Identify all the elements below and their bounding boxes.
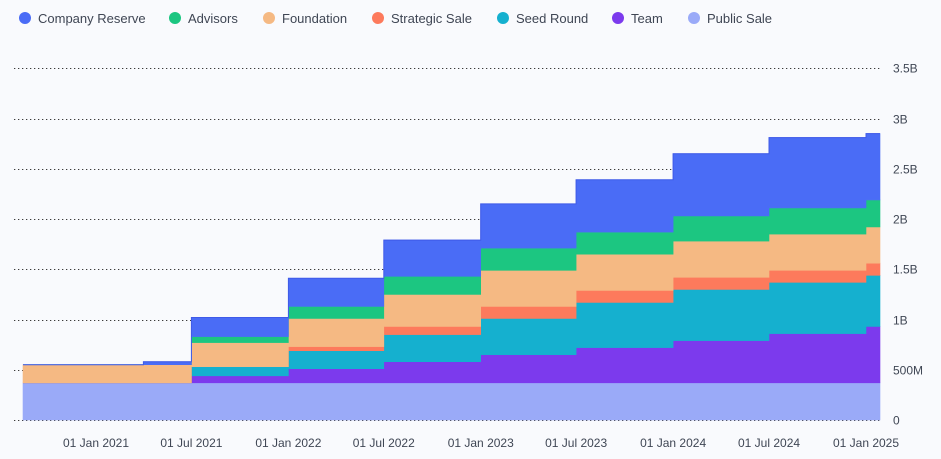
y-tick-1b: 1B — [893, 314, 908, 328]
y-axis-ticks: 0 500M 1B 1.5B 2B 2.5B 3B 3.5B — [893, 62, 923, 428]
x-tick-01-jan-2022: 01 Jan 2022 — [255, 436, 321, 450]
legend-item-strategic-sale[interactable]: Strategic Sale — [372, 11, 472, 26]
legend-marker-team — [612, 12, 624, 24]
y-tick-2b: 2B — [893, 213, 908, 227]
y-tick-3b: 3B — [893, 113, 908, 127]
legend-label-advisors: Advisors — [188, 11, 238, 26]
total-supply-line — [23, 133, 880, 366]
y-tick-2-5b: 2.5B — [893, 163, 918, 177]
legend-item-team[interactable]: Team — [612, 11, 663, 26]
x-tick-01-jan-2021: 01 Jan 2021 — [63, 436, 129, 450]
x-axis-ticks: 01 Jan 2021 01 Jul 2021 01 Jan 2022 01 Jul … — [63, 436, 899, 450]
x-tick-01-jul-2024: 01 Jul 2024 — [738, 436, 800, 450]
legend-item-company-reserve[interactable]: Company Reserve — [19, 11, 146, 26]
x-tick-01-jul-2022: 01 Jul 2022 — [353, 436, 415, 450]
legend-item-advisors[interactable]: Advisors — [169, 11, 238, 26]
legend-marker-foundation — [263, 12, 275, 24]
legend-label-seed-round: Seed Round — [516, 11, 588, 26]
legend-item-foundation[interactable]: Foundation — [263, 11, 347, 26]
y-tick-1-5b: 1.5B — [893, 263, 918, 277]
stacked-areas — [22, 133, 881, 421]
x-tick-01-jan-2025: 01 Jan 2025 — [833, 436, 899, 450]
legend: Company Reserve Advisors Foundation Strateg… — [19, 11, 772, 26]
legend-label-strategic-sale: Strategic Sale — [391, 11, 472, 26]
x-tick-01-jan-2024: 01 Jan 2024 — [640, 436, 706, 450]
legend-marker-public-sale — [688, 12, 700, 24]
legend-label-company-reserve: Company Reserve — [38, 11, 146, 26]
legend-marker-company-reserve — [19, 12, 31, 24]
legend-label-foundation: Foundation — [282, 11, 347, 26]
x-tick-01-jan-2023: 01 Jan 2023 — [448, 436, 514, 450]
legend-label-public-sale: Public Sale — [707, 11, 772, 26]
area-public-sale[interactable] — [22, 382, 881, 421]
legend-item-seed-round[interactable]: Seed Round — [497, 11, 588, 26]
legend-label-team: Team — [631, 11, 663, 26]
y-tick-500m: 500M — [893, 364, 923, 378]
x-tick-01-jul-2023: 01 Jul 2023 — [545, 436, 607, 450]
legend-item-public-sale[interactable]: Public Sale — [688, 11, 772, 26]
legend-marker-advisors — [169, 12, 181, 24]
y-tick-3-5b: 3.5B — [893, 62, 918, 76]
legend-marker-seed-round — [497, 12, 509, 24]
x-tick-01-jul-2021: 01 Jul 2021 — [160, 436, 222, 450]
legend-marker-strategic-sale — [372, 12, 384, 24]
y-tick-0: 0 — [893, 414, 900, 428]
